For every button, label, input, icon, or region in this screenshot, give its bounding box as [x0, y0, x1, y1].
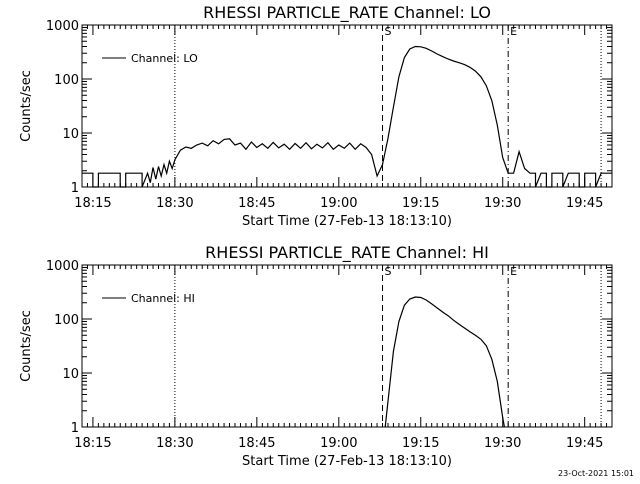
- panel1-legend-label: Channel: LO: [131, 52, 198, 65]
- panel1-xtick-label: 19:00: [320, 196, 357, 211]
- footer-stamp: 23-Oct-2021 15:01: [558, 469, 634, 478]
- panel2-frame: [81, 264, 613, 428]
- panel1-xtick-label: 19:15: [402, 196, 439, 211]
- panel2-title: RHESSI PARTICLE_RATE Channel: HI: [205, 243, 489, 263]
- panel2-ytick-label: 10: [62, 367, 79, 382]
- panel1-ytick-label: 1: [71, 181, 79, 196]
- panel2-xtick-label: 18:45: [238, 436, 275, 451]
- panel2-xtick-label: 18:30: [156, 436, 193, 451]
- panel2-legend-label: Channel: HI: [131, 292, 195, 305]
- panel2-series-line: [384, 296, 505, 428]
- panel2-marker-label: E: [510, 265, 517, 278]
- panel1-xtick-label: 19:45: [566, 196, 603, 211]
- panel2-xtick-label: 19:45: [566, 436, 603, 451]
- panel2-xtick-label: 18:15: [74, 436, 111, 451]
- panel2-xlabel: Start Time (27-Feb-13 18:13:10): [242, 454, 452, 469]
- panel2-ytick-label: 100: [54, 313, 79, 328]
- panel1-ytick-label: 100: [54, 73, 79, 88]
- panel1-marker-label: E: [510, 25, 517, 38]
- panel2-ylabel: Counts/sec: [19, 310, 34, 382]
- panel2-xtick-label: 19:30: [484, 436, 521, 451]
- panel1-xtick-label: 18:30: [156, 196, 193, 211]
- panel1-frame: [81, 24, 613, 188]
- panel2-ytick-label: 1000: [46, 259, 79, 274]
- panel2-ytick-label: 1: [71, 421, 79, 436]
- panel2-marker-label: S: [385, 265, 392, 278]
- panel1-ytick-label: 1000: [46, 19, 79, 34]
- panel1-xtick-label: 19:30: [484, 196, 521, 211]
- panel1-series-line: [82, 45, 612, 188]
- panel1-ylabel: Counts/sec: [19, 70, 34, 142]
- panel1-xlabel: Start Time (27-Feb-13 18:13:10): [242, 214, 452, 229]
- panel1-ytick-label: 10: [62, 127, 79, 142]
- panel2-xtick-label: 19:15: [402, 436, 439, 451]
- panel1-marker-label: S: [385, 25, 392, 38]
- panel1-title: RHESSI PARTICLE_RATE Channel: LO: [203, 3, 491, 23]
- panel1-xtick-label: 18:15: [74, 196, 111, 211]
- panel1-xtick-label: 18:45: [238, 196, 275, 211]
- panel2-xtick-label: 19:00: [320, 436, 357, 451]
